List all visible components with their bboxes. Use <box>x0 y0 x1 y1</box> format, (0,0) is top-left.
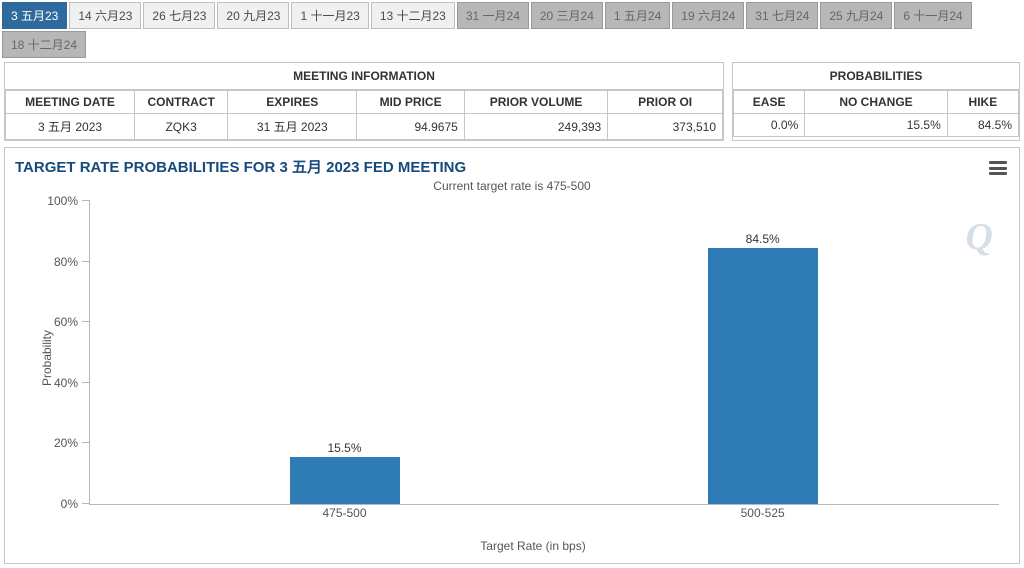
probabilities-title: PROBABILITIES <box>733 63 1019 90</box>
table-row: 3 五月 2023 ZQK3 31 五月 2023 94.9675 249,39… <box>6 114 723 140</box>
cell-hike: 84.5% <box>947 114 1018 137</box>
col-mid-price: MID PRICE <box>357 91 465 114</box>
col-ease: EASE <box>734 91 805 114</box>
x-axis-label: Target Rate (in bps) <box>480 539 585 553</box>
col-no-change: NO CHANGE <box>805 91 948 114</box>
meeting-tab[interactable]: 25 九月24 <box>820 2 892 29</box>
meeting-tab[interactable]: 31 七月24 <box>746 2 818 29</box>
col-prior-oi: PRIOR OI <box>608 91 723 114</box>
meeting-info-title: MEETING INFORMATION <box>5 63 723 90</box>
bar-value-label: 15.5% <box>328 441 362 455</box>
plot-area: 0%20%40%60%80%100%15.5%475-50084.5%500-5… <box>89 201 999 505</box>
y-tick-label: 80% <box>54 255 78 269</box>
table-row: 0.0% 15.5% 84.5% <box>734 114 1019 137</box>
meeting-tabs: 3 五月2314 六月2326 七月2320 九月231 十一月2313 十二月… <box>0 0 1024 62</box>
meeting-tab[interactable]: 3 五月23 <box>2 2 67 29</box>
probabilities-table: EASE NO CHANGE HIKE 0.0% 15.5% 84.5% <box>733 90 1019 137</box>
meeting-tab[interactable]: 31 一月24 <box>457 2 529 29</box>
meeting-tab[interactable]: 14 六月23 <box>69 2 141 29</box>
y-tick <box>82 261 90 262</box>
col-prior-volume: PRIOR VOLUME <box>464 91 607 114</box>
meeting-tab[interactable]: 1 十一月23 <box>291 2 368 29</box>
meeting-tab[interactable]: 6 十一月24 <box>894 2 971 29</box>
y-tick-label: 40% <box>54 376 78 390</box>
y-tick-label: 20% <box>54 436 78 450</box>
chart-title: TARGET RATE PROBABILITIES FOR 3 五月 2023 … <box>13 156 1011 179</box>
probabilities-panel: PROBABILITIES EASE NO CHANGE HIKE 0.0% 1… <box>732 62 1020 141</box>
table-row: EASE NO CHANGE HIKE <box>734 91 1019 114</box>
cell-meeting-date: 3 五月 2023 <box>6 114 135 140</box>
info-panels-row: MEETING INFORMATION MEETING DATE CONTRAC… <box>0 62 1024 143</box>
y-tick <box>82 382 90 383</box>
meeting-tab[interactable]: 18 十二月24 <box>2 31 86 58</box>
cell-no-change: 15.5% <box>805 114 948 137</box>
y-tick <box>82 503 90 504</box>
y-axis-label: Probability <box>40 330 54 386</box>
cell-contract: ZQK3 <box>135 114 228 140</box>
y-tick-label: 60% <box>54 315 78 329</box>
y-tick <box>82 200 90 201</box>
meeting-info-panel: MEETING INFORMATION MEETING DATE CONTRAC… <box>4 62 724 141</box>
cell-mid-price: 94.9675 <box>357 114 465 140</box>
y-tick-label: 0% <box>61 497 78 511</box>
chart-subtitle: Current target rate is 475-500 <box>13 179 1011 197</box>
col-hike: HIKE <box>947 91 1018 114</box>
y-tick <box>82 442 90 443</box>
cell-ease: 0.0% <box>734 114 805 137</box>
chart-bar[interactable]: 15.5% <box>290 457 400 504</box>
meeting-tab[interactable]: 1 五月24 <box>605 2 670 29</box>
chart-panel: TARGET RATE PROBABILITIES FOR 3 五月 2023 … <box>4 147 1020 564</box>
meeting-tab[interactable]: 26 七月23 <box>143 2 215 29</box>
chart-menu-icon[interactable] <box>987 158 1009 178</box>
meeting-tab[interactable]: 20 九月23 <box>217 2 289 29</box>
chart-plot: Probability Target Rate (in bps) Q 0%20%… <box>67 197 999 519</box>
meeting-tab[interactable]: 13 十二月23 <box>371 2 455 29</box>
meeting-info-table: MEETING DATE CONTRACT EXPIRES MID PRICE … <box>5 90 723 140</box>
cell-prior-volume: 249,393 <box>464 114 607 140</box>
x-tick-label: 475-500 <box>322 506 366 520</box>
y-tick-label: 100% <box>47 194 78 208</box>
col-contract: CONTRACT <box>135 91 228 114</box>
chart-bar[interactable]: 84.5% <box>708 248 818 504</box>
bar-value-label: 84.5% <box>746 232 780 246</box>
col-meeting-date: MEETING DATE <box>6 91 135 114</box>
cell-prior-oi: 373,510 <box>608 114 723 140</box>
col-expires: EXPIRES <box>228 91 357 114</box>
y-tick <box>82 321 90 322</box>
table-row: MEETING DATE CONTRACT EXPIRES MID PRICE … <box>6 91 723 114</box>
meeting-tab[interactable]: 19 六月24 <box>672 2 744 29</box>
meeting-tab[interactable]: 20 三月24 <box>531 2 603 29</box>
cell-expires: 31 五月 2023 <box>228 114 357 140</box>
x-tick-label: 500-525 <box>741 506 785 520</box>
